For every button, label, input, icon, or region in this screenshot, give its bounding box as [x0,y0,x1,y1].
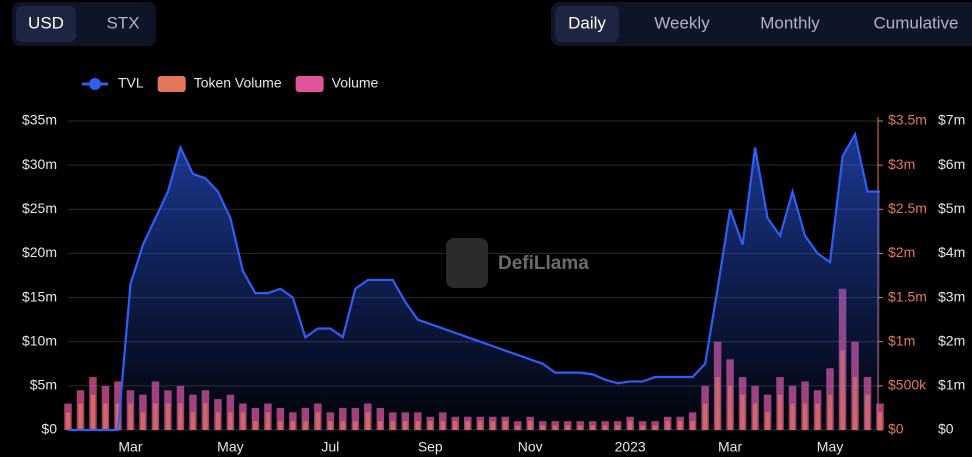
legend-swatch [295,76,324,92]
x-tick-label: Mar [718,439,742,455]
y-tick-label: $5m [30,377,57,393]
y3-tick-label: $2m [938,332,965,348]
y2-tick-label: $2.5m [888,200,927,216]
period-tab[interactable]: Daily [568,13,606,32]
y2-tick-label: $0 [888,421,904,437]
watermark-logo [446,238,488,288]
x-tick-label: 2023 [615,439,646,455]
legend-dot [89,78,101,90]
legend-label: Token Volume [194,75,282,91]
x-tick-label: Jul [321,439,339,455]
y2-tick-label: $3m [888,156,915,172]
y3-tick-label: $5m [938,200,965,216]
tvl-area [68,134,880,430]
currency-tab[interactable]: STX [106,13,139,32]
y2-tick-label: $1m [888,332,915,348]
y3-tick-label: $1m [938,377,965,393]
y-tick-label: $15m [22,288,57,304]
x-tick-label: Nov [518,439,543,455]
volume-bar [78,403,83,430]
period-tab[interactable]: Monthly [760,13,820,32]
y2-tick-label: $1.5m [888,288,927,304]
x-tick-label: May [817,439,843,455]
x-tick-label: Mar [118,439,142,455]
legend-label: Volume [332,75,379,91]
y-tick-label: $30m [22,156,57,172]
y-tick-label: $0 [41,421,57,437]
y3-tick-label: $4m [938,244,965,260]
y3-tick-label: $3m [938,288,965,304]
y2-tick-label: $2m [888,244,915,260]
y-tick-label: $35m [22,112,57,128]
period-tab[interactable]: Weekly [654,13,710,32]
volume-bar [65,412,71,430]
legend-label: TVL [118,75,144,91]
currency-selected [16,6,76,42]
watermark: DefiLlama [498,253,589,274]
y2-tick-label: $3.5m [888,112,927,128]
y-tick-label: $20m [22,244,57,260]
y3-tick-label: $0 [938,421,954,437]
tvl-line [68,131,880,432]
period-tab[interactable]: Cumulative [873,13,958,32]
x-tick-label: Sep [418,439,443,455]
x-tick-label: May [217,439,243,455]
period-selected [555,6,619,42]
y3-tick-label: $7m [938,112,965,128]
y-tick-label: $10m [22,332,57,348]
y-tick-label: $25m [22,200,57,216]
y3-tick-label: $6m [938,156,965,172]
volume-bar [115,403,121,430]
volume-bar [103,403,108,430]
currency-tab[interactable]: USD [28,13,64,32]
period-switch [551,2,972,46]
legend-swatch [157,76,186,92]
y2-tick-label: $500k [888,377,927,393]
volume-bar [90,394,96,430]
